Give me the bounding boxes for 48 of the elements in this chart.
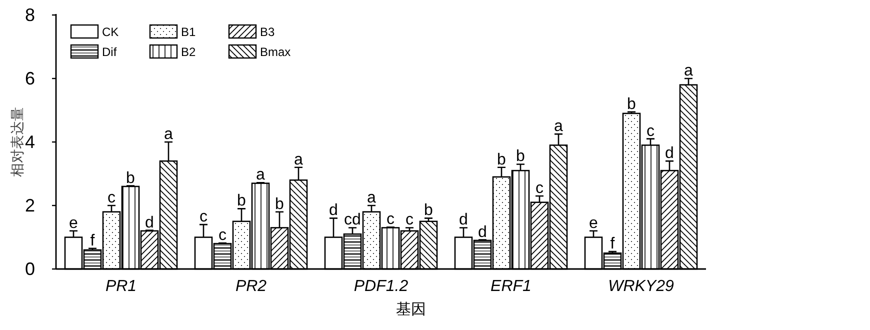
data-label: d	[459, 212, 468, 229]
data-label: a	[684, 62, 694, 80]
data-label: c	[536, 180, 544, 197]
data-label: b	[497, 151, 506, 168]
data-label: c	[406, 212, 414, 229]
y-tick-label: 4	[24, 132, 36, 152]
legend-label: Dif	[102, 45, 118, 59]
data-label: a	[294, 151, 304, 168]
data-label: c	[200, 208, 208, 226]
data-label: d	[665, 145, 674, 162]
data-label: d	[478, 224, 487, 241]
y-tick-label: 8	[24, 5, 36, 25]
data-label: b	[275, 196, 284, 213]
data-label: b	[424, 202, 434, 220]
data-label: b	[516, 148, 526, 166]
data-label: b	[627, 96, 636, 113]
legend-label: B3	[260, 25, 276, 39]
x-tick-label: ERF1	[490, 278, 532, 295]
data-label: d	[145, 214, 154, 232]
y-tick-label: 6	[24, 68, 36, 88]
y-tick-label: 2	[24, 196, 36, 216]
data-label: cd	[344, 212, 361, 229]
legend-label: B2	[181, 45, 196, 59]
x-tick-label: PDF1.2	[354, 278, 408, 295]
data-label: b	[237, 192, 246, 210]
legend-label: CK	[102, 25, 119, 39]
data-label: f	[90, 232, 96, 250]
legend-label: Bmax	[260, 45, 291, 59]
data-label: b	[126, 170, 136, 187]
data-label: c	[386, 211, 394, 228]
y-tick-label: 0	[24, 259, 36, 279]
data-label: c	[108, 190, 116, 206]
y-axis-title: 相对表达量	[10, 107, 26, 177]
x-tick-label: PR1	[105, 278, 137, 295]
legend-label: B1	[181, 25, 196, 39]
data-label: e	[69, 214, 78, 232]
data-label: a	[256, 166, 266, 184]
data-label: a	[367, 190, 376, 206]
data-label: a	[554, 118, 564, 136]
data-label: a	[164, 126, 174, 143]
data-label: d	[329, 202, 338, 220]
x-tick-label: WRKY29	[608, 278, 674, 295]
data-label: c	[646, 122, 654, 140]
data-label: f	[610, 236, 616, 253]
x-axis-title: 基因	[396, 300, 426, 318]
data-label: e	[589, 214, 598, 232]
data-label: c	[218, 226, 226, 244]
x-tick-label: PR2	[235, 278, 267, 295]
